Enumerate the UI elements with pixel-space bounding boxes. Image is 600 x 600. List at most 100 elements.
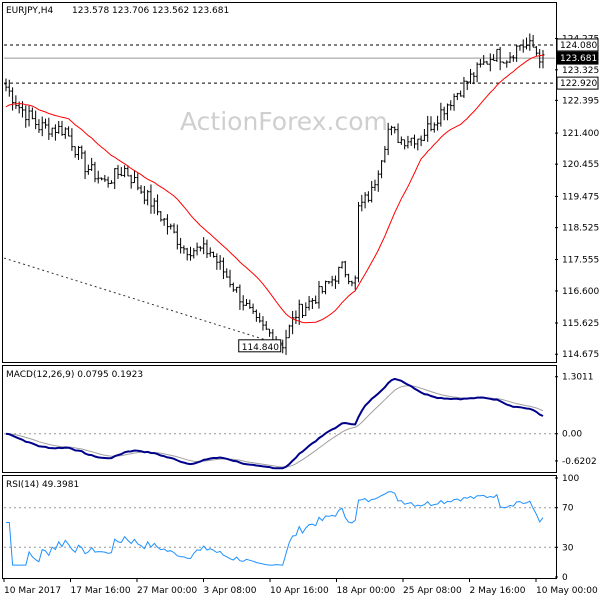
price-bar: [320, 286, 324, 294]
price-panel-frame: [2, 2, 557, 363]
price-bar: [380, 160, 384, 179]
trendline: [3, 257, 283, 346]
price-bar: [205, 239, 209, 258]
price-bar: [57, 121, 61, 134]
rsi-line: [6, 491, 544, 566]
price-bar: [541, 50, 545, 69]
price-bar: [393, 126, 397, 134]
price-bar: [304, 302, 308, 317]
price-bar: [24, 105, 28, 128]
moving-average-line: [5, 54, 544, 324]
price-bar: [132, 170, 136, 184]
price-bar: [465, 80, 469, 91]
price-bar: [149, 184, 153, 214]
svg-text:122.920: 122.920: [560, 79, 597, 89]
ohlc-low: 123.562: [152, 6, 189, 16]
price-bar: [409, 137, 413, 146]
price-bar: [531, 34, 535, 48]
macd-panel-frame: [2, 365, 557, 473]
x-tick-label: 17 Mar 16:00: [71, 586, 131, 596]
watermark: ActionForex.com: [180, 107, 388, 136]
price-bar: [162, 217, 166, 226]
price-bar: [198, 246, 202, 252]
price-bar: [221, 257, 225, 280]
level-label: 122.920: [556, 76, 599, 90]
price-bar: [505, 60, 509, 68]
price-bar: [47, 117, 51, 140]
price-bar: [347, 273, 351, 285]
price-bar: [179, 237, 183, 254]
price-bar: [235, 286, 239, 293]
x-tick-label: 25 Apr 08:00: [403, 586, 462, 596]
price-bar: [314, 295, 318, 304]
x-tick-label: 10 May 00:00: [536, 586, 598, 596]
price-bar: [413, 134, 417, 149]
price-bar: [258, 312, 262, 323]
price-bar: [366, 191, 370, 203]
rsi-tick-label: 100: [562, 474, 579, 484]
price-bar: [406, 135, 410, 149]
price-bar: [60, 120, 64, 136]
price-bar: [310, 297, 314, 309]
price-bar: [175, 224, 179, 250]
rsi-tick-label: 30: [562, 543, 574, 553]
price-bar: [485, 60, 489, 65]
price-bar: [370, 180, 374, 203]
price-bar: [452, 93, 456, 111]
price-tick-label: 118.525: [562, 224, 599, 234]
price-bar: [363, 192, 367, 209]
price-bar: [291, 310, 295, 335]
price-bar: [525, 37, 529, 50]
price-bar: [492, 54, 496, 61]
price-bar: [27, 105, 31, 127]
price-bar: [188, 246, 192, 261]
price-bar: [195, 242, 199, 256]
price-bar: [238, 284, 242, 310]
price-bar: [343, 260, 347, 278]
price-bar: [123, 165, 127, 178]
price-bar: [515, 45, 519, 62]
price-bar: [429, 116, 433, 132]
price-bar: [528, 33, 532, 51]
svg-text:123.681: 123.681: [560, 54, 597, 64]
price-bar: [218, 255, 222, 270]
macd-title: MACD(12,26,9) 0.0795 0.1923: [6, 370, 143, 380]
price-bar: [116, 164, 120, 180]
price-bar: [482, 55, 486, 65]
price-bar: [109, 180, 113, 184]
price-bar: [67, 126, 71, 137]
macd-tick-label: 1.3011: [562, 373, 594, 383]
price-bar: [317, 280, 321, 309]
low-annotation-text: 114.840: [242, 343, 279, 353]
price-bar: [455, 92, 459, 101]
price-bar: [521, 39, 525, 53]
price-bar: [337, 266, 341, 285]
price-bar: [53, 124, 57, 141]
x-tick-label: 18 Apr 00:00: [337, 586, 396, 596]
price-bar: [113, 168, 117, 190]
price-bar: [96, 170, 100, 184]
price-bar: [324, 280, 328, 295]
price-layer: 114.840: [3, 33, 555, 355]
price-bar: [129, 174, 133, 189]
price-bar: [202, 237, 206, 255]
rsi-tick-label: 70: [562, 504, 574, 514]
macd-line: [5, 377, 544, 470]
x-tick-label: 10 Apr 16:00: [270, 586, 329, 596]
price-bar: [439, 102, 443, 127]
level-label: 124.080: [556, 38, 599, 52]
price-bar: [419, 135, 423, 147]
price-bar: [268, 328, 272, 337]
price-bar: [261, 316, 265, 331]
ohlc-open: 123.578: [72, 6, 109, 16]
price-bar: [357, 202, 361, 283]
price-tick-label: 122.395: [562, 96, 599, 106]
price-bar: [93, 161, 97, 183]
price-bar: [7, 79, 11, 97]
price-bar: [488, 53, 492, 72]
macd-tick-label: 0.00: [562, 430, 582, 440]
price-bar: [376, 170, 380, 192]
price-bar: [244, 298, 248, 306]
price-bar: [294, 310, 298, 325]
price-bar: [538, 48, 542, 69]
